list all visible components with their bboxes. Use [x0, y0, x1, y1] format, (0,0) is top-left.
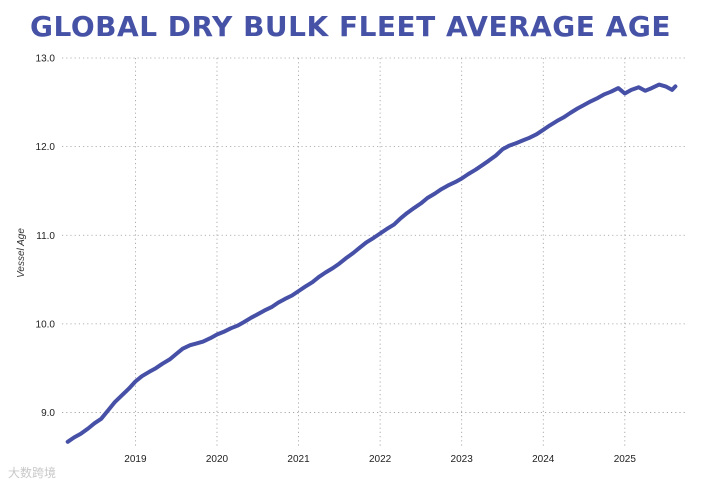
series-group	[65, 82, 678, 444]
x-tick-label: 2023	[451, 454, 474, 465]
x-tick-label: 2024	[532, 454, 555, 465]
y-tick-label: 9.0	[41, 408, 55, 419]
chart-title: GLOBAL DRY BULK FLEET AVERAGE AGE	[30, 10, 671, 43]
x-axis-ticks: 2019 2020 2021 2022 2023 2024 2025	[124, 454, 636, 465]
watermark-text: 大数跨境	[8, 466, 57, 480]
series-line-0	[65, 82, 678, 444]
x-tick-label: 2021	[287, 454, 310, 465]
y-axis-label: Vessel Age	[16, 228, 27, 278]
y-tick-label: 13.0	[36, 54, 56, 65]
grid-lines	[62, 57, 686, 448]
x-tick-label: 2022	[369, 454, 392, 465]
y-axis-ticks: 9.0 10.0 11.0 12.0 13.0	[36, 54, 56, 420]
x-tick-label: 2025	[614, 454, 637, 465]
y-tick-label: 12.0	[36, 142, 56, 153]
x-tick-label: 2019	[124, 454, 147, 465]
x-tick-label: 2020	[206, 454, 229, 465]
y-tick-label: 10.0	[36, 319, 56, 330]
y-tick-label: 11.0	[36, 231, 55, 242]
